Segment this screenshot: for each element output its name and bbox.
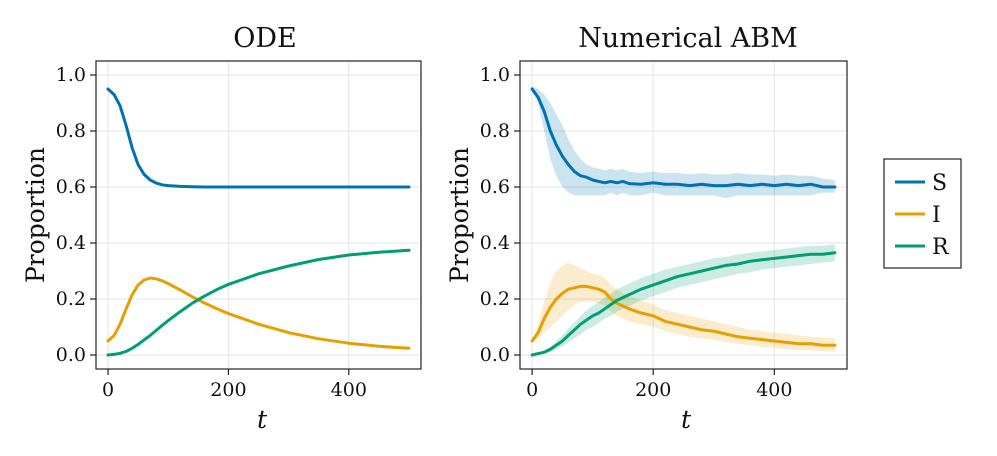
plot-frame [519, 60, 848, 370]
x-axis-label: t [681, 405, 692, 434]
series-R-line [106, 248, 411, 357]
y-tick-label: 1.0 [56, 64, 86, 86]
x-tick-label: 200 [210, 379, 246, 401]
series-R-line [530, 251, 837, 357]
chart-title: Numerical ABM [578, 23, 798, 54]
y-tick-label: 0.2 [56, 288, 86, 310]
y-tick-label: 0.6 [480, 176, 510, 198]
y-tick-label: 0.8 [480, 120, 510, 142]
y-tick-label: 0.2 [480, 288, 510, 310]
series-S-line [106, 87, 411, 189]
series-S-band [532, 86, 835, 199]
y-tick-label: 0.8 [56, 120, 86, 142]
x-tick-label: 400 [756, 379, 792, 401]
y-tick-label: 0.0 [56, 344, 86, 366]
y-tick-label: 0.6 [56, 176, 86, 198]
x-tick-label: 200 [635, 379, 671, 401]
y-tick-label: 1.0 [480, 64, 510, 86]
x-tick-label: 0 [102, 379, 114, 401]
legend-label-R: R [932, 235, 950, 260]
series-I-line [106, 276, 411, 350]
plot-frame [95, 60, 422, 370]
y-tick-label: 0.4 [480, 232, 510, 254]
y-tick-label: 0.0 [480, 344, 510, 366]
y-axis-label: Proportion [445, 147, 474, 283]
x-tick-label: 0 [526, 379, 538, 401]
x-tick-label: 400 [331, 379, 367, 401]
abm-chart: Numerical ABM 0 200 4000.00.20.40.60.81.0 … [445, 23, 848, 434]
legend-frame [883, 158, 962, 269]
y-axis-label: Proportion [21, 147, 50, 283]
legend: SIR [883, 158, 962, 269]
chart-title: ODE [233, 23, 297, 54]
x-axis-label: t [257, 405, 268, 434]
series-S-line [530, 87, 837, 189]
legend-label-I: I [932, 203, 941, 228]
series-I-band [532, 262, 835, 352]
y-tick-label: 0.4 [56, 232, 86, 254]
legend-label-S: S [932, 171, 947, 196]
series-I-line [530, 284, 837, 347]
ode-chart: ODE 0 200 400 0.0 0.2 0.4 0.6 0.8 1.0 Proportion… [21, 23, 422, 434]
